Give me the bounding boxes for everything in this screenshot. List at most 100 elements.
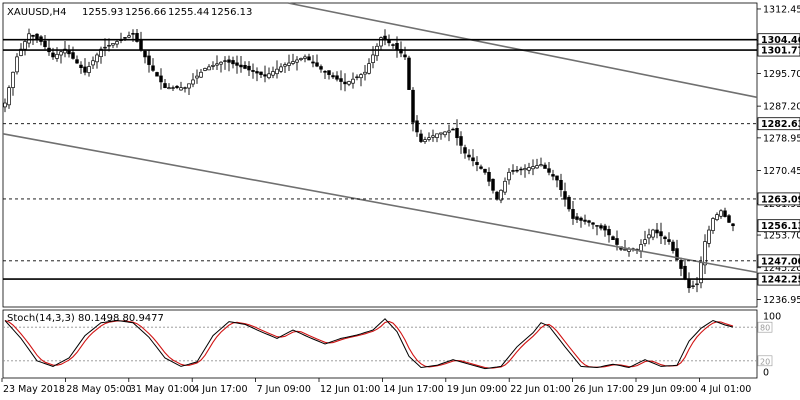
time-tick-label: 12 Jun 01:00 (320, 384, 380, 395)
candle-body (355, 76, 359, 79)
price-tick-label: 1295.70 (763, 69, 800, 80)
candle-body (231, 60, 235, 65)
candle (379, 36, 383, 50)
candle-body (195, 75, 199, 79)
candle-body (79, 64, 83, 68)
candle-body (55, 53, 59, 59)
candle-body (567, 196, 571, 210)
candle-body (251, 70, 255, 72)
candle-body (463, 147, 467, 154)
candle (479, 164, 483, 170)
candle (327, 70, 331, 80)
candle (343, 73, 347, 92)
candle-body (499, 189, 503, 201)
candle-body (623, 248, 627, 251)
candle-body (131, 33, 135, 35)
candle (171, 85, 175, 92)
price-tick-label: 1245.20 (763, 263, 800, 274)
candle-body (35, 33, 39, 40)
candle-body (715, 214, 719, 220)
candle (663, 235, 667, 245)
price-tick-label: 1287.20 (763, 102, 800, 113)
candle-body (255, 71, 259, 74)
candle-body (479, 166, 483, 169)
candle-body (603, 225, 607, 231)
candle (715, 212, 719, 222)
candle (147, 49, 151, 73)
price-tick-label: 1278.95 (763, 133, 800, 144)
ohlc-open: 1255.93 (82, 7, 123, 18)
candle-body (599, 225, 603, 229)
candle (579, 216, 583, 228)
candle (163, 78, 167, 89)
candle-body (647, 234, 651, 239)
candle (299, 57, 303, 62)
candle (435, 133, 439, 143)
candle (239, 55, 243, 73)
stochastic-axis: 100 0 (763, 312, 781, 379)
price-level-label: 1304.46 (761, 35, 800, 46)
candle (487, 167, 491, 187)
candle-body (323, 70, 327, 73)
candle (319, 64, 323, 73)
candle-body (103, 46, 107, 49)
candle-body (203, 68, 207, 71)
candle-body (167, 87, 171, 90)
candle (703, 234, 707, 275)
candle (211, 61, 215, 70)
candle (551, 169, 555, 181)
candle (235, 55, 239, 74)
candle-body (555, 175, 559, 181)
candle-body (191, 79, 195, 85)
price-level-label: 1263.09 (761, 194, 800, 205)
candle (607, 225, 611, 243)
candle (567, 195, 571, 212)
candle (711, 217, 715, 234)
candle (295, 56, 299, 71)
candle (531, 159, 535, 176)
candle-body (199, 71, 203, 78)
candle-body (211, 64, 215, 67)
candle (91, 56, 95, 69)
candle-body (507, 171, 511, 181)
candle (359, 73, 363, 87)
candle (3, 98, 7, 113)
candle-body (595, 225, 599, 227)
candle-body (303, 56, 307, 59)
candle (175, 85, 179, 90)
candle (363, 64, 367, 81)
candle-body (95, 54, 99, 63)
candle (655, 223, 659, 239)
candle (323, 70, 327, 79)
candle (611, 235, 615, 241)
candle (351, 72, 355, 89)
candle (331, 72, 335, 80)
candle-body (99, 48, 103, 57)
candle-body (551, 174, 555, 177)
price-tick-label: 1236.95 (763, 295, 800, 306)
candle (539, 157, 543, 167)
candle (187, 83, 191, 96)
candle (571, 201, 575, 225)
candle-body (495, 191, 499, 200)
candle-body (643, 239, 647, 244)
time-tick-label: 23 May 2018 (3, 384, 65, 395)
candle (219, 61, 223, 73)
candle (259, 71, 263, 78)
candle-body (527, 167, 531, 171)
candle-body (159, 75, 163, 83)
candle-body (299, 58, 303, 60)
candle (723, 207, 727, 218)
candle-body (583, 219, 587, 222)
candle-body (263, 74, 267, 77)
candle-body (163, 83, 167, 89)
candle (451, 127, 455, 131)
candle-body (679, 260, 683, 269)
candle (651, 228, 655, 241)
candle (155, 71, 159, 77)
time-tick-label: 19 Jun 09:00 (447, 384, 507, 395)
candle (75, 55, 79, 64)
candle-body (283, 64, 287, 67)
candle-body (467, 154, 471, 158)
